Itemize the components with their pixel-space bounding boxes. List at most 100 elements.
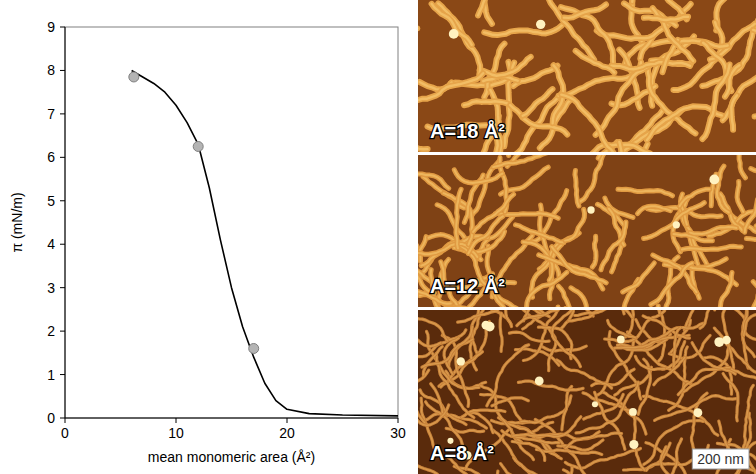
afm-spot <box>714 337 724 347</box>
afm-stripe-core <box>708 273 732 308</box>
afm-stripe <box>753 30 756 59</box>
panel-separator <box>418 152 756 155</box>
afm-stripe <box>598 155 618 158</box>
afm-stripe <box>468 216 503 253</box>
afm-stripe-core <box>517 310 558 325</box>
afm-stripe-core <box>523 242 552 280</box>
afm-stripe-core <box>561 95 616 152</box>
scale-bar-box <box>692 449 749 469</box>
afm-spot <box>592 401 598 407</box>
afm-stripe-core <box>518 381 583 390</box>
afm-stripe <box>731 369 756 388</box>
afm-spot <box>535 377 544 386</box>
afm-stripe <box>513 417 581 437</box>
afm-stripe-core <box>739 155 745 178</box>
point <box>129 72 139 82</box>
afm-stripe-core <box>623 263 655 292</box>
afm-stripe <box>418 405 449 425</box>
afm-stripe-core <box>493 155 562 167</box>
afm-stripe-core <box>723 310 734 368</box>
afm-stripe <box>418 312 447 341</box>
afm-stripe <box>500 313 502 351</box>
afm-stripe <box>644 17 688 20</box>
afm-stripe-core <box>513 417 581 437</box>
afm-stripe-core <box>653 255 697 292</box>
afm-stripe-core <box>565 209 584 240</box>
y-tick-label: 2 <box>47 323 55 339</box>
afm-stripe <box>501 464 573 474</box>
afm-stripe <box>638 206 671 213</box>
afm-stripe <box>739 155 745 178</box>
afm-stripe <box>717 166 729 212</box>
afm-stripe <box>518 381 583 390</box>
afm-stripe <box>619 142 667 152</box>
panel-label: A=8 Å² <box>430 441 494 464</box>
afm-stripe-core <box>716 0 739 30</box>
afm-stripe-core <box>509 332 549 341</box>
afm-spot <box>673 221 680 228</box>
afm-stripe <box>623 263 655 292</box>
afm-stripe <box>651 263 693 305</box>
afm-stripe-core <box>458 311 498 322</box>
afm-stripe-core <box>575 310 632 317</box>
afm-stripe-core <box>418 384 425 423</box>
x-tick <box>176 418 177 423</box>
afm-stripe-core <box>723 374 738 421</box>
y-tick-label: 1 <box>47 367 55 383</box>
afm-spot <box>617 336 625 344</box>
afm-stripe-core <box>619 142 667 152</box>
afm-stripe-core <box>571 288 596 307</box>
afm-stripe <box>456 189 461 248</box>
afm-stripe-core <box>575 171 579 207</box>
afm-stripe <box>576 382 638 433</box>
afm-stripe <box>566 432 600 449</box>
afm-stripe-core <box>564 470 590 474</box>
afm-spot <box>629 440 638 449</box>
afm-stripe-core <box>492 398 528 406</box>
afm-stripe <box>418 466 450 474</box>
afm-stripe-core <box>557 360 612 388</box>
afm-stripe-core <box>418 145 428 152</box>
afm-stripe <box>418 73 483 100</box>
afm-stripe <box>478 0 517 15</box>
afm-stripe <box>702 65 729 140</box>
y-axis <box>65 27 66 418</box>
afm-stripe <box>492 398 528 406</box>
afm-stripe-core <box>536 450 601 455</box>
scale-bar-label: 200 nm <box>697 451 744 467</box>
afm-stripe-core <box>454 170 502 183</box>
afm-stripe <box>464 101 508 105</box>
figure: 01234567890102030mean monomeric area (Å²… <box>0 0 756 474</box>
afm-stripe-core <box>512 442 545 461</box>
afm-stripe <box>655 396 737 421</box>
y-tick-label: 4 <box>47 236 55 252</box>
afm-stripe <box>596 66 650 135</box>
x-tick <box>398 418 399 423</box>
afm-stripe <box>561 95 616 152</box>
afm-stripe-core <box>418 73 483 100</box>
x-axis-title: mean monomeric area (Å²) <box>148 449 315 465</box>
afm-stripe <box>716 0 739 30</box>
afm-stripe <box>493 155 562 167</box>
y-tick <box>60 374 65 375</box>
afm-stripe <box>418 384 425 423</box>
afm-stripe <box>682 246 741 249</box>
afm-stripe-core <box>746 239 756 263</box>
afm-stripe <box>575 310 632 317</box>
afm-stripe <box>651 36 694 106</box>
afm-stripe-core <box>418 331 441 346</box>
afm-stripe-core <box>644 17 688 20</box>
afm-stripe-core <box>664 439 681 474</box>
y-tick-label: 0 <box>47 410 55 426</box>
afm-stripe <box>723 310 734 368</box>
afm-stripe <box>517 310 558 325</box>
afm-stripe-core <box>598 155 618 158</box>
afm-stripe <box>552 310 580 367</box>
afm-stripe-core <box>418 466 450 474</box>
x-tick-label: 30 <box>390 425 406 441</box>
afm-stripe-core <box>592 236 596 267</box>
afm-stripe-core <box>418 174 449 188</box>
y-tick <box>60 70 65 71</box>
point <box>193 141 203 151</box>
y-tick <box>60 200 65 201</box>
